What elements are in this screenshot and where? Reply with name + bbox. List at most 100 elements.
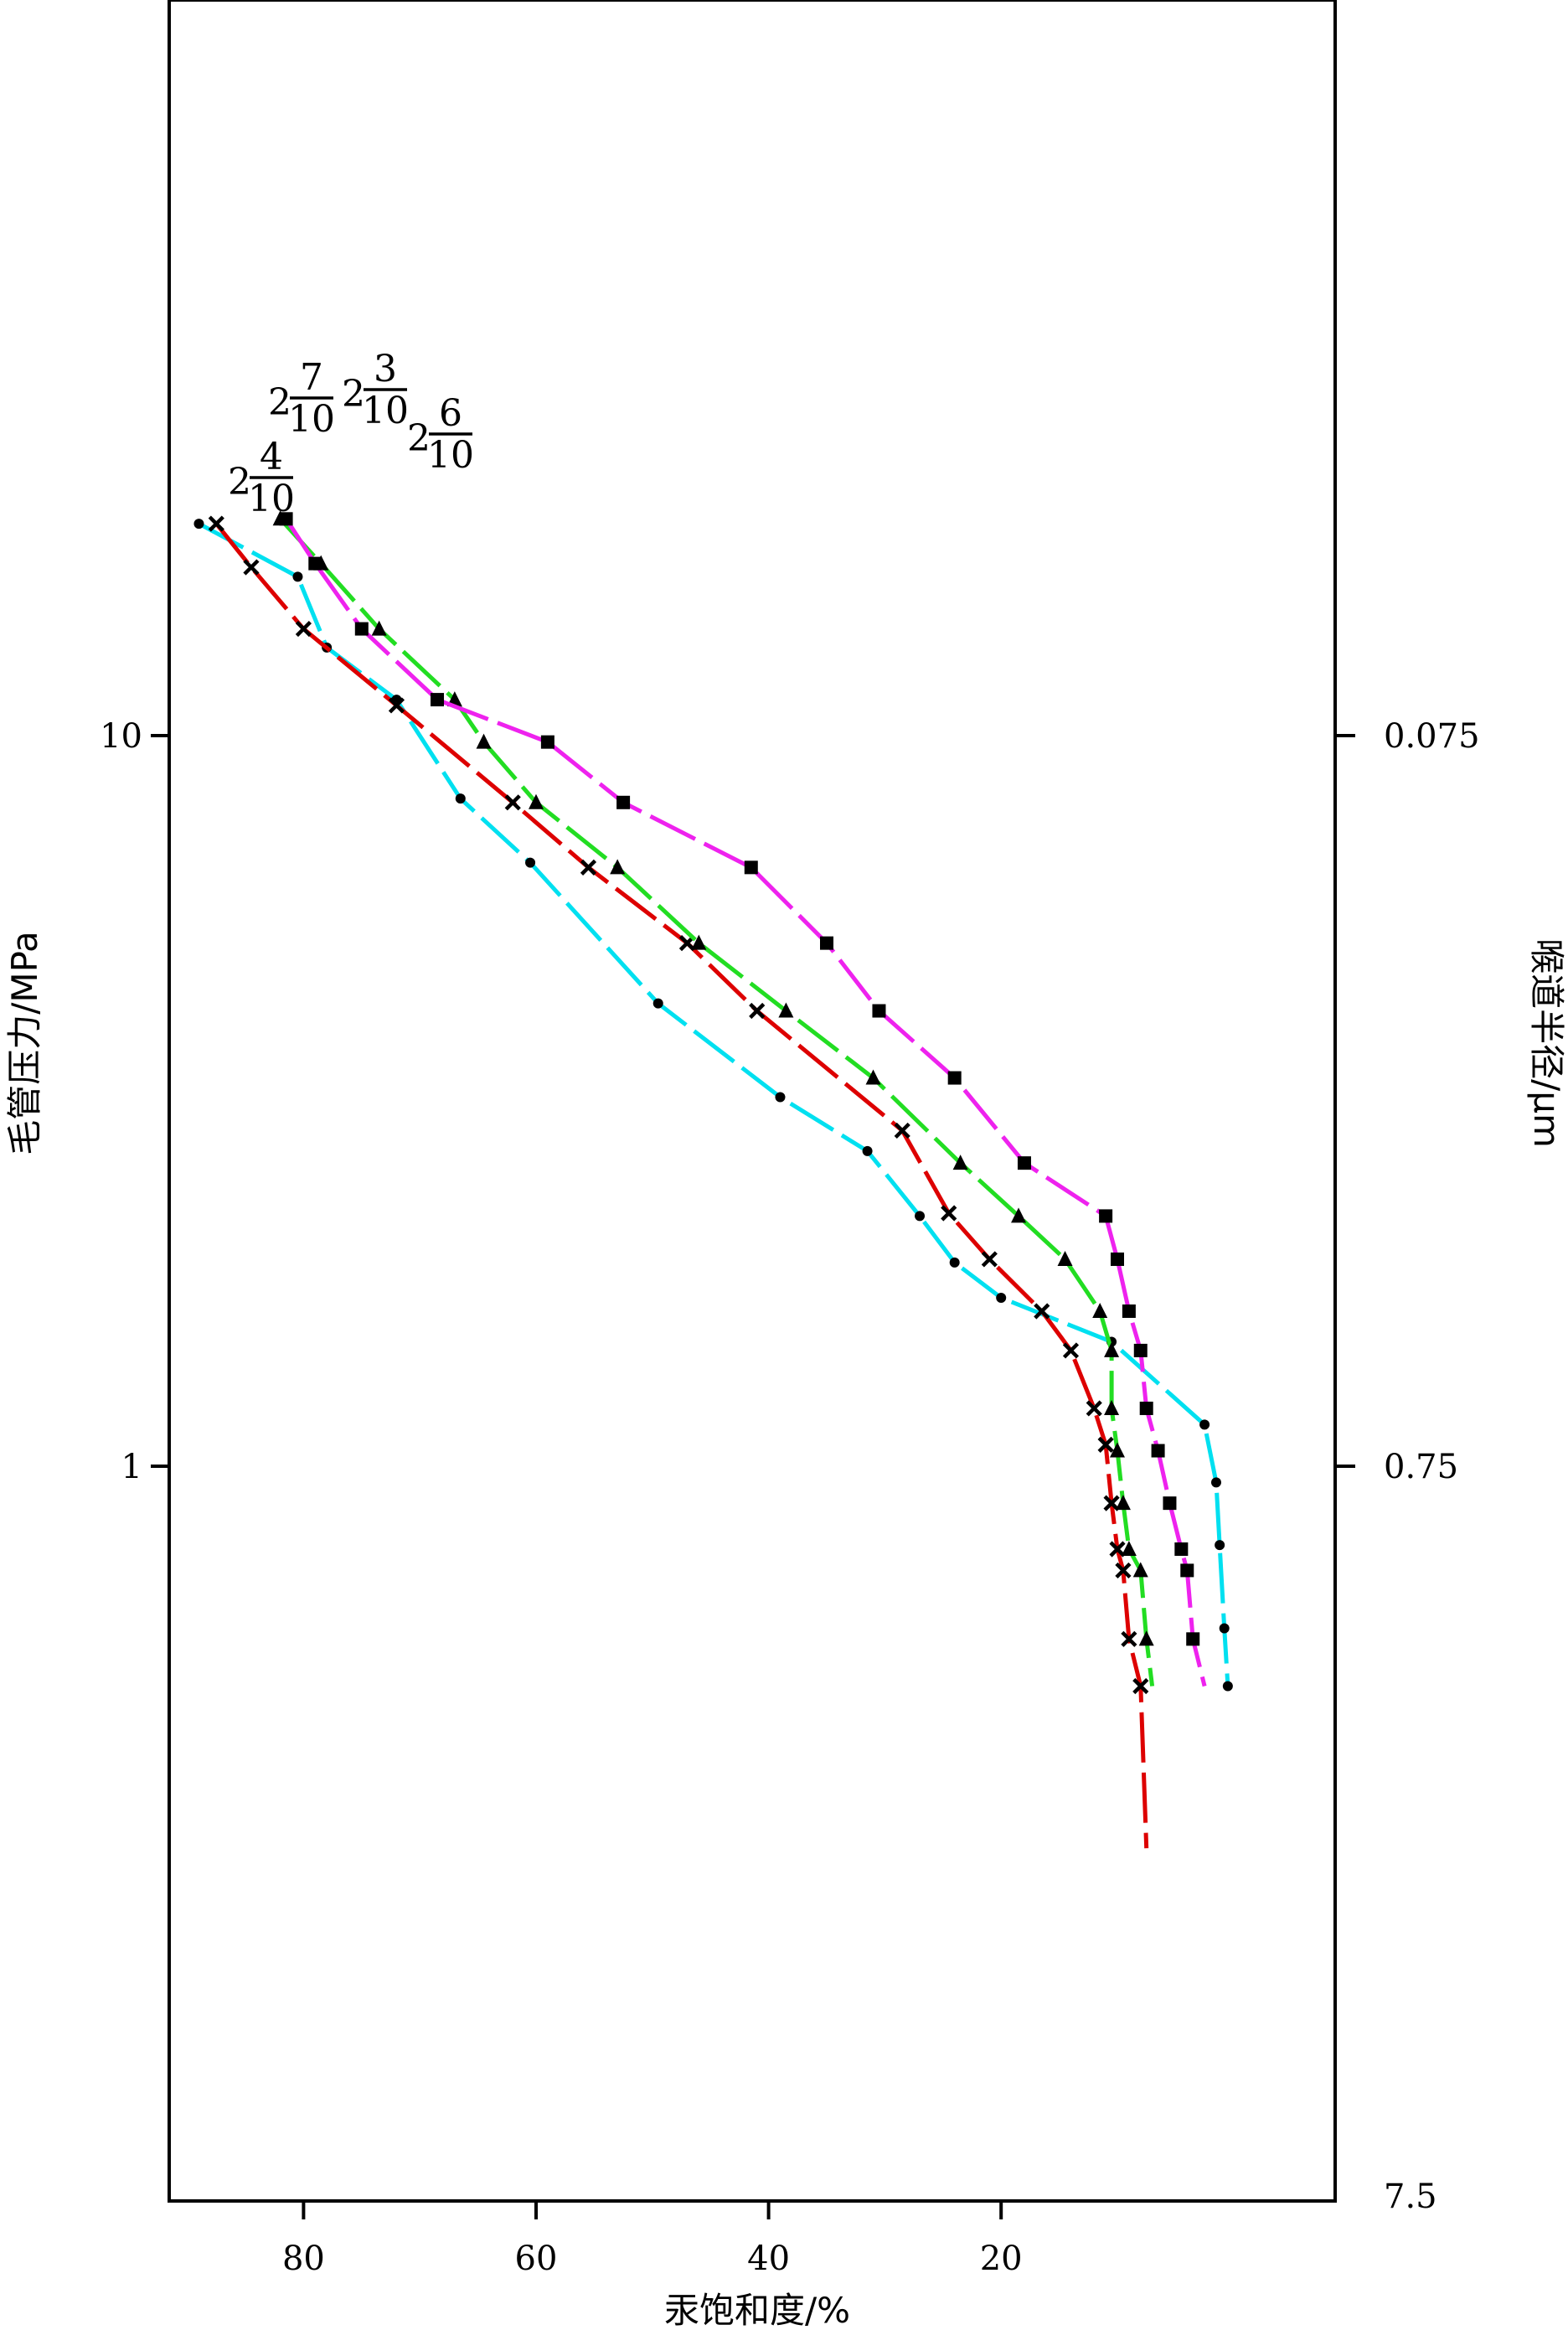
series-label-denominator: 10: [362, 390, 409, 432]
data-point-square: [744, 860, 758, 875]
data-point-triangle: [865, 1069, 881, 1085]
data-point-cross: [941, 1205, 957, 1222]
series-2: [208, 515, 1149, 1849]
data-point-dot: [292, 571, 303, 582]
data-point-square: [354, 622, 369, 636]
y-tick-label: 1: [121, 1448, 142, 1486]
right-tick-label: 0.75: [1384, 1448, 1458, 1486]
data-point-dot: [652, 998, 663, 1009]
data-point-cross: [1132, 1677, 1149, 1695]
data-point-dot: [915, 1211, 926, 1222]
data-point-cross: [1115, 1562, 1132, 1579]
data-point-dot: [949, 1257, 960, 1268]
data-point-triangle: [1110, 1442, 1125, 1458]
data-point-triangle: [1092, 1302, 1108, 1318]
data-point-dot: [996, 1293, 1007, 1304]
data-point-cross: [208, 515, 224, 532]
data-point-square: [431, 693, 445, 707]
series-line: [278, 517, 1155, 1687]
series-label-numerator: 6: [439, 392, 462, 435]
series-label-whole: 2: [228, 461, 251, 504]
data-point-triangle: [1138, 1630, 1154, 1646]
data-point-square: [1163, 1496, 1177, 1511]
data-point-dot: [525, 857, 536, 868]
right-axis-ticks: 0.075 0.75 7.5: [1335, 717, 1480, 2216]
data-point-cross: [1121, 1630, 1137, 1647]
plot-frame: [168, 0, 1337, 2203]
data-point-cross: [1062, 1342, 1080, 1359]
x-tick-label: 80: [282, 2240, 325, 2278]
data-point-cross: [388, 697, 405, 714]
data-point-cross: [295, 620, 312, 638]
data-point-cross: [1103, 1495, 1120, 1511]
data-point-triangle: [778, 1002, 794, 1018]
data-point-cross: [981, 1251, 998, 1268]
data-point-cross: [1086, 1400, 1102, 1417]
data-point-triangle: [1121, 1540, 1137, 1556]
data-point-triangle: [691, 934, 707, 950]
data-point-triangle: [1132, 1562, 1148, 1578]
data-point-dot: [1210, 1477, 1221, 1488]
data-point-square: [1017, 1156, 1031, 1170]
data-point-triangle: [1057, 1250, 1073, 1266]
data-point-square: [947, 1071, 962, 1085]
data-point-dot: [455, 793, 466, 804]
data-point-cross: [504, 794, 521, 811]
series-label-denominator: 10: [288, 398, 335, 441]
series-label-whole: 2: [342, 373, 365, 416]
data-point-cross: [243, 559, 260, 576]
data-point-dot: [1222, 1681, 1233, 1692]
data-point-triangle: [1104, 1341, 1120, 1357]
data-point-square: [1180, 1563, 1194, 1578]
data-point-square: [820, 936, 833, 950]
x-tick-label: 40: [747, 2240, 790, 2278]
series-label-denominator: 10: [248, 478, 295, 520]
data-point-dot: [862, 1145, 873, 1156]
right-tick-label: 7.5: [1384, 2178, 1437, 2216]
data-point-triangle: [1104, 1399, 1120, 1415]
series-label-numerator: 4: [260, 436, 283, 478]
data-point-dot: [1199, 1419, 1210, 1430]
series-label-numerator: 7: [300, 356, 323, 399]
data-point-triangle: [529, 793, 544, 809]
left-axis-ticks: 10 1: [100, 717, 169, 1486]
data-point-triangle: [952, 1155, 968, 1170]
series-label-denominator: 10: [427, 434, 474, 477]
data-point-triangle: [446, 691, 462, 707]
data-point-triangle: [1011, 1207, 1027, 1223]
data-point-cross: [580, 859, 597, 876]
bottom-axis-ticks: 80 60 40 20: [282, 2201, 1023, 2278]
data-point-cross: [894, 1122, 910, 1139]
data-point-dot: [775, 1092, 786, 1103]
right-tick-label: 0.075: [1384, 717, 1480, 756]
x-axis-label: 汞饱和度/%: [664, 2290, 850, 2330]
data-point-square: [616, 795, 631, 809]
data-point-triangle: [476, 733, 492, 749]
data-point-square: [1133, 1343, 1148, 1357]
data-point-square: [1174, 1542, 1189, 1556]
series-label-whole: 2: [268, 381, 291, 424]
data-point-square: [1186, 1632, 1200, 1646]
x-tick-label: 20: [980, 2240, 1023, 2278]
data-point-triangle: [1115, 1495, 1131, 1511]
data-point-square: [540, 735, 554, 749]
data-point-cross: [1097, 1436, 1114, 1453]
data-point-square: [1151, 1444, 1165, 1458]
y-tick-label: 10: [100, 717, 142, 756]
data-point-cross: [1034, 1303, 1050, 1320]
data-point-cross: [1109, 1541, 1126, 1558]
data-point-square: [1139, 1401, 1153, 1415]
series-line: [198, 521, 1230, 1687]
data-point-square: [872, 1004, 886, 1018]
series-line: [214, 522, 1149, 1849]
data-point-cross: [749, 1002, 766, 1020]
data-point-dot: [193, 519, 204, 530]
y-axis-right-label: 喉道半径/μm: [1526, 938, 1567, 1148]
series-layer: [193, 510, 1233, 1849]
